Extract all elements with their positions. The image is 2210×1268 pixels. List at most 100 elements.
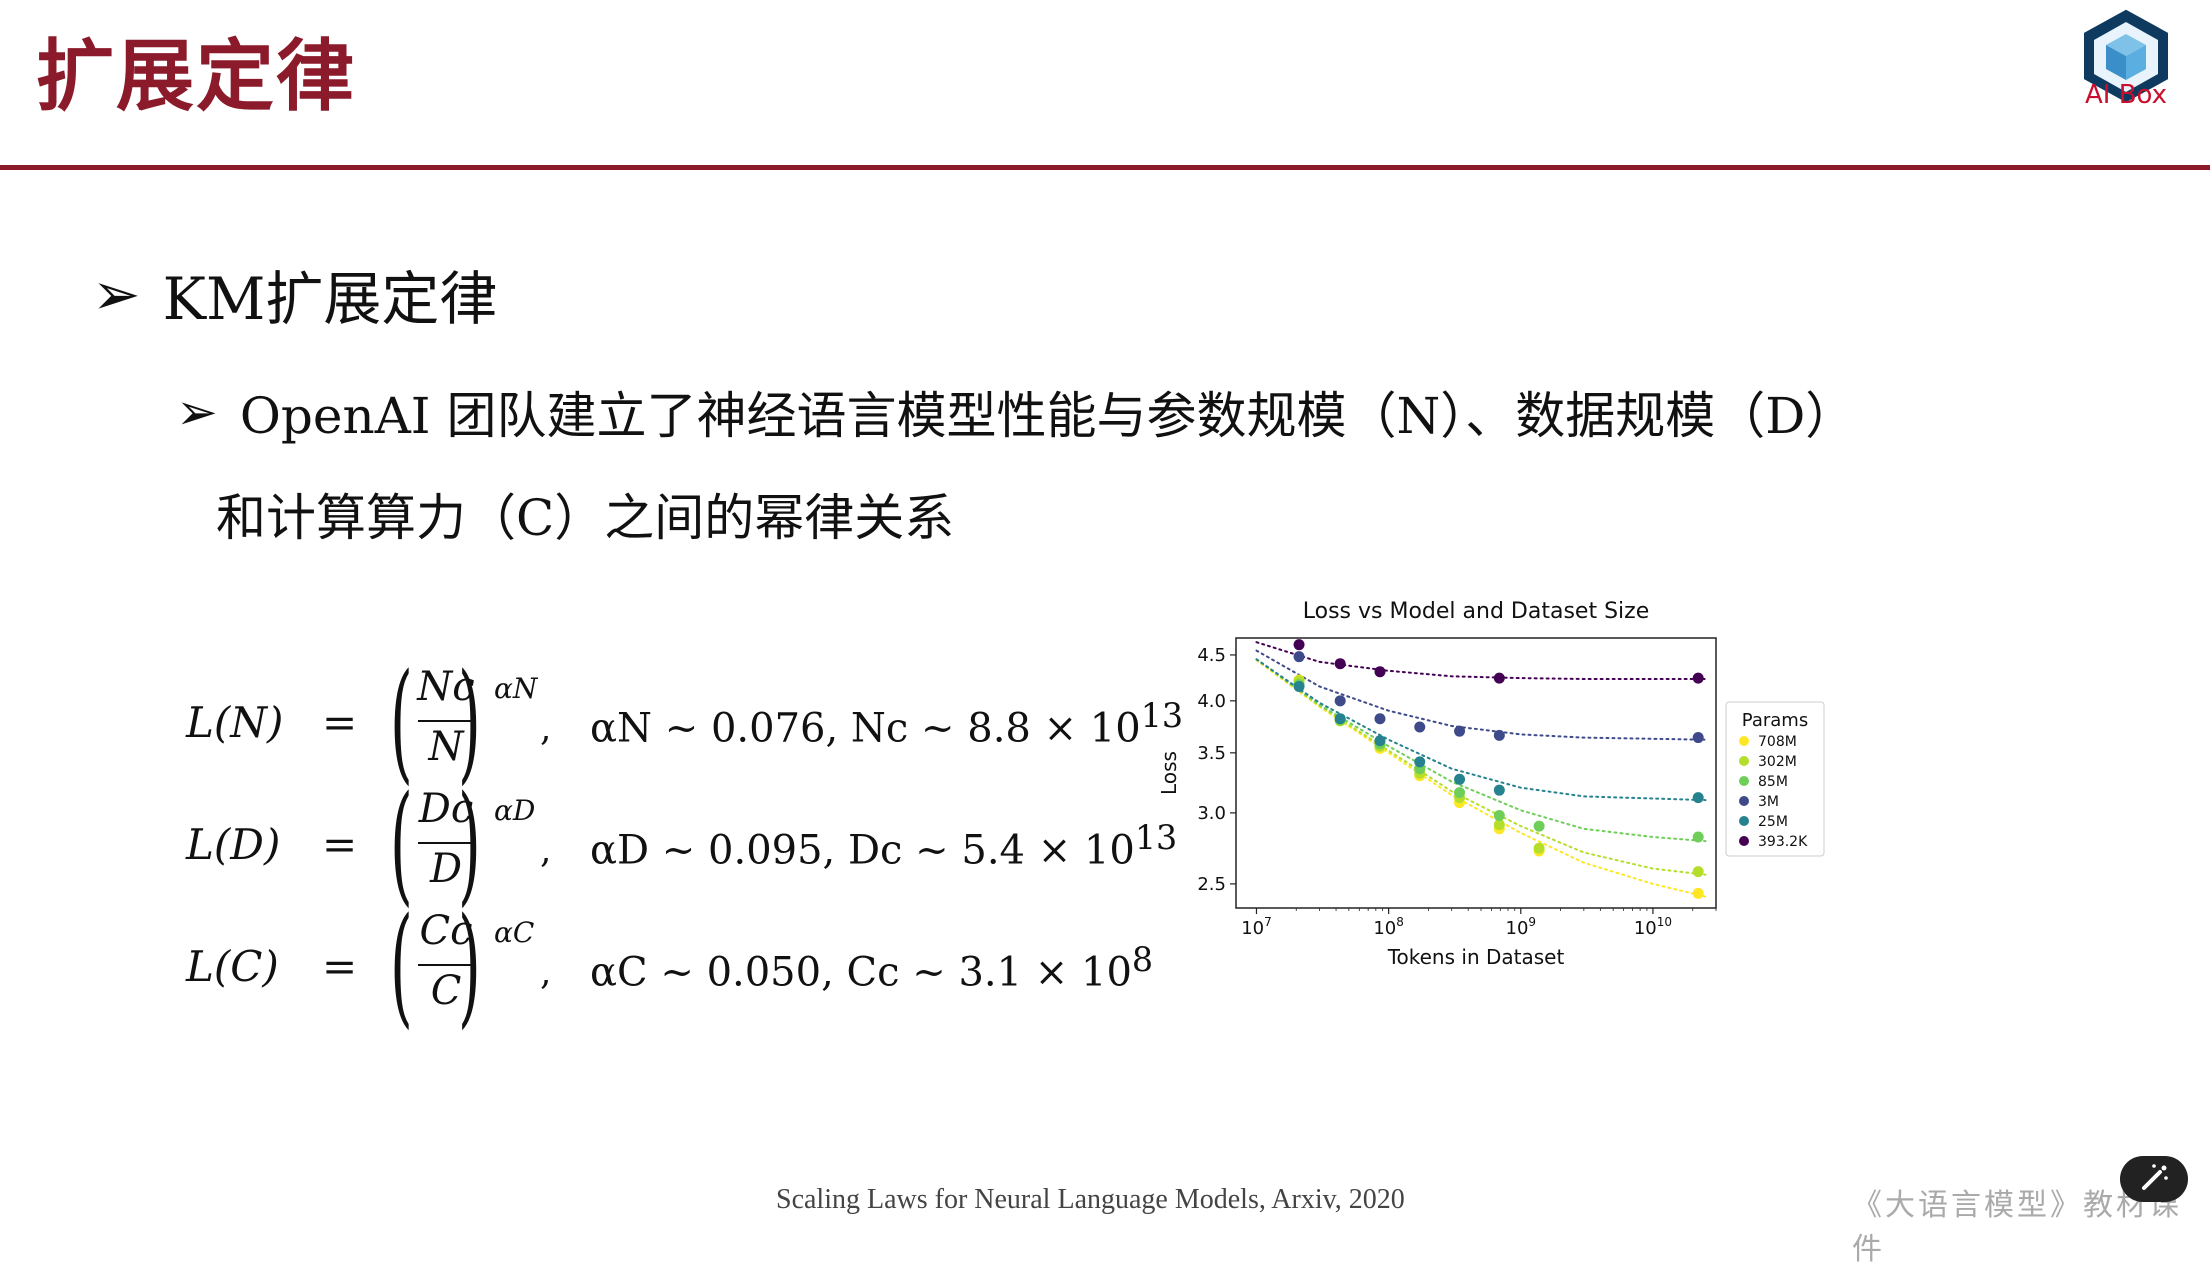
formula-comma: ,: [540, 708, 552, 749]
data-point-25M: [1374, 735, 1386, 747]
formula-row: L(C) = ( Cc C ) αC , αC ~ 0.050, Cc ~ 3.…: [180, 900, 1160, 1030]
x-tick-label: 108: [1373, 915, 1404, 939]
fit-line-3M: [1255, 649, 1707, 741]
legend-marker-25M: [1739, 816, 1749, 826]
data-point-3M: [1293, 651, 1305, 663]
formula-comma: ,: [540, 830, 552, 871]
fit-line-25M: [1255, 658, 1707, 802]
legend-label: 25M: [1758, 814, 1788, 830]
legend-box: [1725, 701, 1825, 857]
formula-rhs-sup: 8: [1131, 940, 1154, 979]
data-point-85M: [1533, 820, 1545, 832]
data-point-393.2K: [1334, 658, 1346, 670]
left-paren: (: [390, 645, 413, 797]
left-paren: (: [390, 889, 413, 1041]
fraction-bar: [418, 964, 474, 966]
data-point-25M: [1493, 784, 1505, 796]
x-tick-exponent: 7: [1264, 915, 1272, 929]
data-point-25M: [1293, 680, 1305, 692]
footer-citation: Scaling Laws for Neural Language Models,…: [776, 1184, 1405, 1215]
formula-rhs: αC ~ 0.050, Cc ~ 3.1 × 108: [590, 940, 1153, 995]
fraction-bar: [418, 720, 474, 722]
formula-lhs: L(C): [186, 942, 279, 991]
data-point-3M: [1493, 729, 1505, 741]
bullet-level1: ➢ KM扩展定律: [92, 252, 497, 336]
formula-exponent: αN: [494, 672, 538, 705]
legend-title: Params: [1742, 710, 1808, 731]
formula-rhs-sup: 13: [1134, 818, 1178, 857]
formula-exponent: αD: [494, 794, 536, 827]
fit-line-85M: [1255, 658, 1707, 843]
data-point-3M: [1454, 725, 1466, 737]
title-divider: [0, 165, 2210, 170]
x-tick-exponent: 8: [1396, 915, 1404, 929]
formula-row: L(N) = ( Nc N ) αN , αN ~ 0.076, Nc ~ 8.…: [180, 656, 1183, 786]
legend-marker-3M: [1739, 796, 1749, 806]
data-point-25M: [1414, 756, 1426, 768]
fraction-denominator: N: [428, 724, 464, 770]
logo-text: AI Box: [2084, 80, 2168, 110]
bullet-arrow-icon: ➢: [176, 383, 218, 441]
bullet-level1-text: KM扩展定律: [162, 265, 498, 333]
data-point-302M: [1692, 866, 1704, 878]
plot-frame: [1235, 637, 1717, 909]
fit-line-393.2K: [1255, 641, 1707, 680]
formula-rhs-sup: 13: [1140, 696, 1184, 735]
formula-equals: =: [322, 942, 358, 991]
legend-marker-302M: [1739, 756, 1749, 766]
fraction-denominator: D: [429, 846, 463, 892]
formula-exponent: αC: [494, 916, 535, 949]
legend-marker-85M: [1739, 776, 1749, 786]
right-paren: ): [458, 767, 481, 919]
x-tick-exponent: 9: [1528, 915, 1536, 929]
data-point-3M: [1692, 732, 1704, 744]
formula-lhs: L(D): [186, 820, 281, 869]
data-point-393.2K: [1493, 672, 1505, 684]
y-tick-label: 3.5: [1197, 743, 1226, 764]
y-tick-label: 2.5: [1197, 874, 1226, 895]
magic-wand-button[interactable]: [2120, 1156, 2188, 1202]
fraction-numerator: Cc: [419, 908, 473, 954]
bullet-level2: ➢ OpenAI 团队建立了神经语言模型性能与参数规模（N）、数据规模（D）: [176, 376, 1855, 448]
formula-block: L(N) = ( Nc N ) αN , αN ~ 0.076, Nc ~ 8.…: [180, 656, 1183, 1060]
x-tick-label: 109: [1506, 915, 1537, 939]
legend-marker-708M: [1739, 736, 1749, 746]
legend-marker-393.2K: [1739, 836, 1749, 846]
chart-title: Loss vs Model and Dataset Size: [1303, 599, 1649, 624]
formula-equals: =: [322, 820, 358, 869]
y-axis-label: Loss: [1157, 751, 1181, 795]
formula-rhs-text: αC ~ 0.050, Cc ~ 3.1 × 10: [590, 949, 1132, 996]
ai-box-logo-icon: [2084, 9, 2168, 103]
magic-wand-icon: [2142, 1164, 2168, 1190]
data-point-393.2K: [1692, 672, 1704, 684]
formula-rhs: αD ~ 0.095, Dc ~ 5.4 × 1013: [590, 818, 1177, 873]
data-point-85M: [1493, 809, 1505, 821]
formula-rhs-text: αN ~ 0.076, Nc ~ 8.8 × 10: [590, 705, 1141, 752]
data-point-302M: [1493, 819, 1505, 831]
legend-label: 302M: [1758, 754, 1797, 770]
formula-equals: =: [322, 698, 358, 747]
y-tick-label: 4.5: [1197, 645, 1226, 666]
legend-label: 708M: [1758, 734, 1797, 750]
left-paren: (: [390, 767, 413, 919]
data-point-85M: [1454, 787, 1466, 799]
legend-label: 393.2K: [1758, 834, 1808, 850]
y-tick-label: 4.0: [1197, 691, 1226, 712]
formula-comma: ,: [540, 952, 552, 993]
loss-chart: Loss vs Model and Dataset Size Tokens in …: [1157, 599, 1825, 969]
data-point-302M: [1533, 842, 1545, 854]
x-axis-label: Tokens in Dataset: [1387, 945, 1565, 969]
data-point-393.2K: [1374, 666, 1386, 678]
data-point-25M: [1454, 773, 1466, 785]
right-paren: ): [458, 645, 481, 797]
legend-label: 3M: [1758, 794, 1779, 810]
x-tick-label: 107: [1241, 915, 1272, 939]
data-point-3M: [1414, 721, 1426, 733]
data-point-25M: [1692, 792, 1704, 804]
page-title: 扩展定律: [36, 32, 357, 122]
formula-row: L(D) = ( Dc D ) αD , αD ~ 0.095, Dc ~ 5.…: [180, 778, 1177, 908]
data-point-3M: [1374, 713, 1386, 725]
data-point-3M: [1334, 695, 1346, 707]
bullet-level2-line2: 和计算算力（C）之间的幂律关系: [216, 489, 955, 547]
fraction-numerator: Nc: [417, 664, 475, 710]
